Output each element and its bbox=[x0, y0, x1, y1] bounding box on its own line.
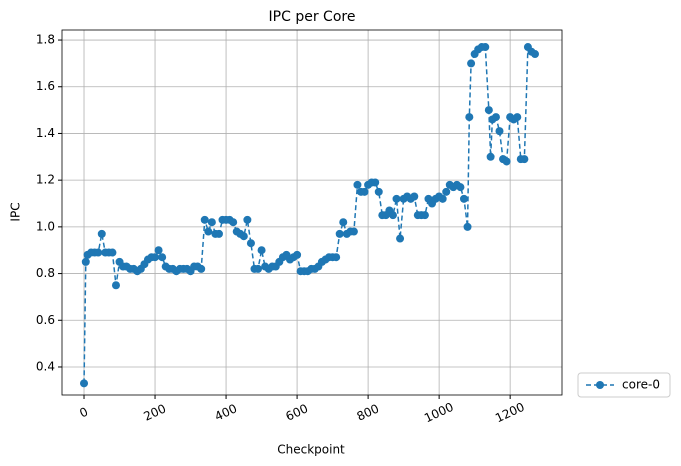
chart-title: IPC per Core bbox=[269, 9, 356, 25]
x-axis-label: Checkpoint bbox=[277, 443, 345, 457]
point bbox=[335, 229, 344, 238]
point bbox=[80, 379, 89, 388]
point bbox=[388, 211, 397, 220]
y-tick-label: 0.4 bbox=[36, 359, 55, 373]
point bbox=[371, 178, 380, 187]
point bbox=[438, 194, 447, 203]
point bbox=[495, 127, 504, 136]
point bbox=[410, 192, 419, 201]
point bbox=[349, 227, 358, 236]
y-tick-label: 1.0 bbox=[36, 219, 55, 233]
point bbox=[293, 250, 302, 259]
point bbox=[94, 248, 103, 257]
point bbox=[486, 152, 495, 161]
x-tick-label: 400 bbox=[213, 401, 240, 423]
point bbox=[197, 264, 206, 273]
point bbox=[465, 113, 474, 122]
point bbox=[207, 218, 216, 227]
point bbox=[456, 183, 465, 192]
legend-box bbox=[577, 372, 671, 398]
point bbox=[214, 229, 223, 238]
point bbox=[531, 50, 540, 59]
x-tick-label: 1200 bbox=[493, 400, 527, 426]
point bbox=[81, 257, 90, 266]
point bbox=[204, 227, 213, 236]
point bbox=[481, 43, 490, 52]
point bbox=[484, 106, 493, 115]
x-tick-label: 0 bbox=[77, 405, 90, 421]
x-tick-label: 800 bbox=[355, 401, 382, 423]
y-tick-label: 1.6 bbox=[36, 79, 55, 93]
point bbox=[360, 187, 369, 196]
point bbox=[353, 180, 362, 189]
point bbox=[239, 232, 248, 241]
point bbox=[111, 281, 120, 290]
point bbox=[463, 222, 472, 231]
y-tick-label: 0.6 bbox=[36, 313, 55, 327]
point bbox=[491, 113, 500, 122]
point bbox=[467, 59, 476, 68]
y-tick-label: 1.8 bbox=[36, 33, 55, 47]
legend-marker bbox=[596, 381, 604, 389]
point bbox=[254, 264, 263, 273]
y-tick-label: 1.4 bbox=[36, 126, 55, 140]
point bbox=[442, 187, 451, 196]
point bbox=[151, 253, 160, 262]
point bbox=[520, 155, 529, 164]
point bbox=[108, 248, 117, 257]
y-tick-label: 1.2 bbox=[36, 173, 55, 187]
x-tick-label: 1000 bbox=[422, 400, 456, 426]
point bbox=[246, 239, 255, 248]
series-line bbox=[83, 44, 536, 384]
point bbox=[396, 234, 405, 243]
y-tick-label: 0.8 bbox=[36, 266, 55, 280]
point bbox=[154, 246, 163, 255]
point bbox=[257, 246, 266, 255]
plot-frame bbox=[61, 29, 563, 396]
point bbox=[420, 211, 429, 220]
point bbox=[502, 157, 511, 166]
point bbox=[339, 218, 348, 227]
x-tick-label: 200 bbox=[141, 401, 168, 423]
x-tick-label: 600 bbox=[284, 401, 311, 423]
point bbox=[459, 194, 468, 203]
point bbox=[200, 215, 209, 224]
point bbox=[513, 113, 522, 122]
point bbox=[97, 229, 106, 238]
legend-label: core-0 bbox=[622, 378, 660, 392]
point bbox=[229, 218, 238, 227]
point bbox=[374, 187, 383, 196]
point bbox=[392, 194, 401, 203]
point bbox=[158, 253, 167, 262]
point bbox=[332, 253, 341, 262]
point bbox=[243, 215, 252, 224]
y-axis-label: IPC bbox=[9, 202, 23, 221]
